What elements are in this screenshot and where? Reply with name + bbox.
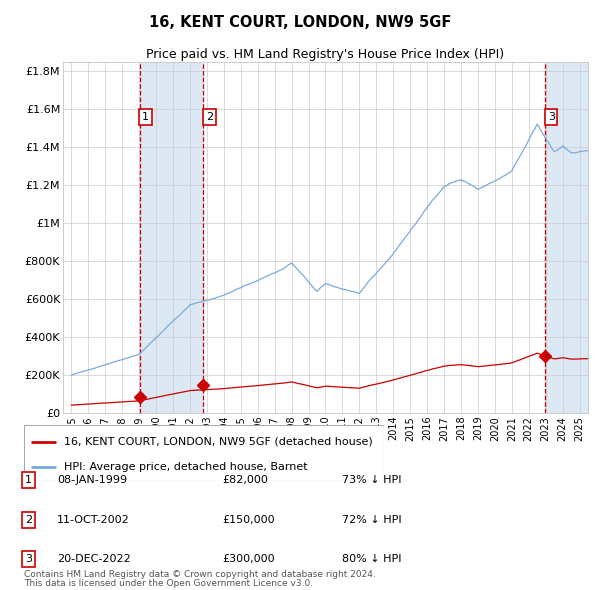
Text: 16, KENT COURT, LONDON, NW9 5GF (detached house): 16, KENT COURT, LONDON, NW9 5GF (detache…: [64, 437, 373, 447]
Text: 1: 1: [25, 475, 32, 484]
Text: 20-DEC-2022: 20-DEC-2022: [57, 555, 131, 564]
Text: £300,000: £300,000: [222, 555, 275, 564]
Text: 2: 2: [206, 112, 213, 122]
Text: £82,000: £82,000: [222, 475, 268, 484]
Text: 2: 2: [25, 515, 32, 525]
Text: 72% ↓ HPI: 72% ↓ HPI: [342, 515, 401, 525]
Text: 73% ↓ HPI: 73% ↓ HPI: [342, 475, 401, 484]
Text: 11-OCT-2002: 11-OCT-2002: [57, 515, 130, 525]
Text: 08-JAN-1999: 08-JAN-1999: [57, 475, 127, 484]
Bar: [545, 62, 588, 413]
Text: 80% ↓ HPI: 80% ↓ HPI: [342, 555, 401, 564]
Text: This data is licensed under the Open Government Licence v3.0.: This data is licensed under the Open Gov…: [24, 579, 313, 588]
Title: Price paid vs. HM Land Registry's House Price Index (HPI): Price paid vs. HM Land Registry's House …: [146, 48, 505, 61]
Text: 3: 3: [25, 555, 32, 564]
Text: 1: 1: [142, 112, 149, 122]
Text: £150,000: £150,000: [222, 515, 275, 525]
Text: 3: 3: [548, 112, 554, 122]
Text: Contains HM Land Registry data © Crown copyright and database right 2024.: Contains HM Land Registry data © Crown c…: [24, 571, 376, 579]
Text: HPI: Average price, detached house, Barnet: HPI: Average price, detached house, Barn…: [64, 462, 307, 472]
Text: 16, KENT COURT, LONDON, NW9 5GF: 16, KENT COURT, LONDON, NW9 5GF: [149, 15, 451, 30]
Bar: [140, 62, 203, 413]
